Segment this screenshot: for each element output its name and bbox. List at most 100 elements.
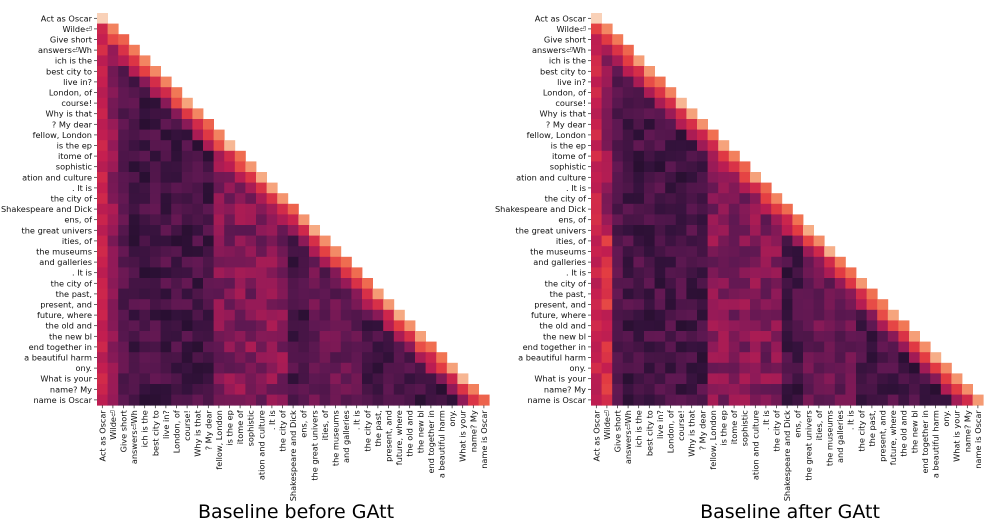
y-tick-label: Why is that — [539, 109, 586, 119]
heatmap-cell — [675, 384, 687, 395]
heatmap-cell — [665, 108, 677, 120]
heatmap-cell — [128, 394, 140, 406]
heatmap-cell — [622, 341, 634, 353]
heatmap-cell — [224, 352, 236, 364]
heatmap-cell — [139, 384, 151, 395]
heatmap-cell — [287, 309, 299, 321]
heatmap-cell — [181, 394, 193, 406]
heatmap-cell — [192, 235, 204, 247]
heatmap-cell — [622, 55, 634, 67]
heatmap-cell — [644, 373, 655, 385]
heatmap-cell — [930, 394, 942, 406]
panel-caption: Baseline before GAtt — [198, 501, 394, 522]
heatmap-cell — [150, 172, 161, 183]
heatmap-cell — [612, 55, 624, 67]
heatmap-cell — [718, 225, 730, 236]
heatmap-cell — [298, 320, 310, 332]
heatmap-cell — [362, 362, 373, 374]
heatmap-cell — [128, 299, 140, 311]
heatmap-cell — [309, 246, 320, 258]
heatmap-cell — [686, 384, 698, 395]
heatmap-cell — [644, 66, 655, 77]
heatmap-cell — [139, 225, 151, 236]
heatmap-cell — [771, 341, 783, 353]
heatmap-cell — [203, 299, 214, 311]
heatmap-cell — [224, 161, 236, 173]
heatmap-cell — [601, 97, 613, 109]
heatmap-cell — [697, 384, 708, 395]
heatmap-cell — [234, 288, 246, 300]
heatmap-cell — [192, 140, 204, 152]
heatmap-cell — [771, 267, 783, 279]
heatmap-cell — [633, 119, 645, 130]
heatmap-cell — [234, 341, 246, 353]
heatmap-cell — [728, 278, 740, 289]
heatmap-cell — [351, 331, 363, 342]
heatmap-cell — [383, 384, 395, 395]
heatmap-cell — [234, 394, 246, 406]
heatmap-cell — [245, 193, 257, 205]
heatmap-cell — [718, 193, 730, 205]
heatmap-cell — [601, 203, 613, 215]
heatmap-cell — [909, 352, 920, 364]
heatmap-cell — [866, 373, 878, 385]
x-tick-label: the past, — [373, 410, 383, 446]
heatmap-cell — [622, 140, 634, 152]
heatmap-cell — [750, 203, 761, 215]
heatmap-cell — [803, 309, 814, 321]
heatmap-cell — [792, 225, 804, 236]
heatmap-cell — [834, 373, 846, 385]
heatmap-cell — [330, 309, 342, 321]
heatmap-cell — [128, 225, 140, 236]
heatmap-cell — [644, 129, 655, 141]
heatmap-cell — [171, 182, 183, 194]
heatmap-cell — [633, 288, 645, 300]
heatmap-cell — [898, 341, 910, 353]
heatmap-cell — [245, 309, 257, 321]
heatmap-cell — [665, 203, 677, 215]
heatmap-cell — [330, 320, 342, 332]
heatmap-cell — [150, 66, 161, 77]
x-tick-label: ities, of — [814, 409, 824, 440]
heatmap-cell — [266, 246, 278, 258]
heatmap-cell — [633, 172, 645, 183]
heatmap-cell — [644, 182, 655, 194]
heatmap-cell — [612, 320, 624, 332]
heatmap-cell — [760, 278, 772, 289]
heatmap-cell — [654, 87, 666, 99]
heatmap-cell — [97, 299, 108, 311]
heatmap-cell — [234, 203, 246, 215]
heatmap-cell — [792, 288, 804, 300]
y-tick-label: the old and — [45, 321, 92, 331]
heatmap-cell — [234, 278, 246, 289]
heatmap-cell — [707, 394, 719, 406]
heatmap-cell — [675, 119, 687, 130]
heatmap-cell — [139, 129, 151, 141]
heatmap-cell — [601, 384, 613, 395]
heatmap-cell — [601, 140, 613, 152]
heatmap-cell — [813, 235, 825, 247]
heatmap-cell — [781, 256, 793, 268]
heatmap-cell — [803, 235, 814, 247]
heatmap-cell — [654, 288, 666, 300]
heatmap-cell — [644, 76, 655, 88]
y-tick-label: the great univers — [22, 225, 92, 235]
y-tick-label: . It is — [566, 268, 586, 278]
heatmap-cell — [877, 320, 889, 332]
heatmap-cell — [612, 225, 624, 236]
heatmap-cell — [707, 341, 719, 353]
heatmap-cell — [644, 384, 655, 395]
heatmap-cell — [771, 214, 783, 226]
heatmap-cell — [107, 309, 119, 321]
heatmap-cell — [319, 299, 331, 311]
heatmap-cell — [298, 309, 310, 321]
heatmap-cell — [877, 384, 889, 395]
heatmap-cell — [234, 246, 246, 258]
heatmap-cell — [728, 214, 740, 226]
heatmap-cell — [298, 235, 310, 247]
heatmap-cell — [171, 225, 183, 236]
heatmap-cell — [654, 299, 666, 311]
heatmap-cell — [654, 278, 666, 289]
heatmap-cell — [622, 119, 634, 130]
heatmap-cell — [150, 150, 161, 162]
